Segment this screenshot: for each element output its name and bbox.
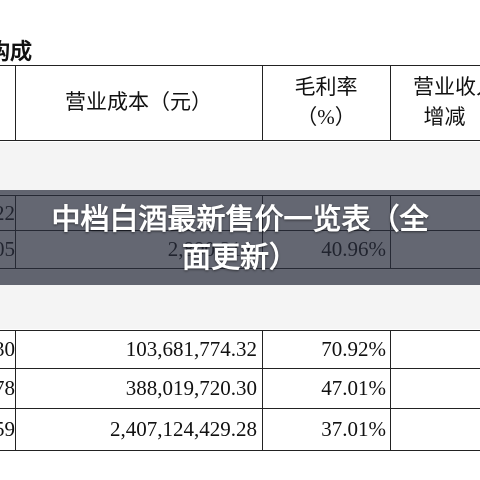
column-line [15,65,16,140]
heading: 构成 [0,40,33,65]
table-cell: 388,019,720.30 [125,376,257,400]
row-line [0,140,480,141]
table-cell: 47.01% [321,376,386,400]
table-cell: 30 [0,337,15,361]
header-cell: （%） [296,105,356,129]
header-cell: 营业收入 [413,75,480,99]
header-cell: 毛利率 [294,75,358,99]
header-cell: 增减（ [423,105,480,129]
table-cell: 2,407,124,429.28 [110,417,257,441]
table-cell: 103,681,774.32 [125,337,257,361]
table-cell: 78 [0,376,15,400]
column-line [15,330,16,450]
column-line [390,65,391,140]
row-line [0,408,480,409]
section-band [0,142,480,194]
header-cell: 营业成本（元） [65,90,212,114]
row-line [0,450,480,451]
column-line [390,330,391,450]
overlay-title: 中档白酒最新售价一览表（全面更新） [51,201,429,274]
table-cell: 59 [0,417,15,441]
row-line [0,330,480,331]
column-line [262,65,263,140]
row-line [0,368,480,369]
column-line [262,330,263,450]
overlay-banner: 中档白酒最新售价一览表（全面更新） [0,190,480,285]
table-cell: 37.01% [321,417,386,441]
row-line [0,65,480,66]
table-cell: 70.92% [321,337,386,361]
